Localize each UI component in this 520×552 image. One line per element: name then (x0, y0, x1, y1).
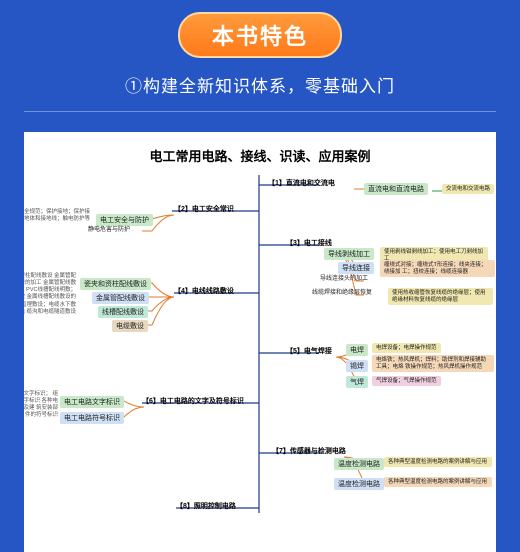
leaf-s3d1: 使用热收缩管恢复线缆的绝缘层；使用 绝缘材料恢复线缆的绝缘层 (388, 288, 493, 305)
node-s4d: 电缆敷设 (112, 320, 148, 332)
node-s6: 【6】电工电路的文字及符号标识 (142, 397, 244, 406)
node-s3a: 导线剥线加工 (324, 248, 374, 260)
node-s3c: 导线连接头的加工 (320, 276, 368, 284)
node-s3: 【3】电工接线 (286, 239, 332, 248)
mindmap-paper: 电工常用电路、接线、识读、应用案例 (24, 132, 496, 552)
subtitle: ①构建全新知识体系，零基础入门 (24, 66, 496, 112)
node-s5b: 锡焊 (346, 360, 368, 372)
node-s4b: 金属管配线敷设 (92, 292, 149, 304)
node-s5c: 气焊 (346, 376, 368, 388)
node-s3b: 导线连接 (338, 262, 374, 274)
node-s1b: 交流电和交流电路 (442, 184, 494, 194)
node-s7b: 温度检测电路 (334, 478, 384, 490)
node-s5a: 电焊 (346, 344, 368, 356)
node-s1a: 直流电和直流电路 (364, 183, 428, 195)
mindmap: 【1】直流电和交流电 直流电和直流电路 交流电和交流电路 【2】电工安全常识 电… (24, 173, 496, 533)
note-s4t: 瓷夹配线敷设；资柱配线敷设 金属管配线的选用；金属管的加工 金属管配线敷设的规范… (24, 273, 76, 316)
leaf-s5c1: 气焊设备；气焊操作规范 (372, 376, 441, 386)
node-s6a: 电工电路文字标识 (60, 396, 124, 408)
node-s8: 【8】照明控制电路 (176, 502, 236, 511)
node-s2b: 静电危害与防护 (88, 227, 130, 235)
leaf-s7a1: 各种典型温度检测电路的案例讲解与应用 (384, 457, 492, 467)
node-s5: 【5】电气焊接 (286, 347, 332, 356)
leaf-s5b1: 电烙铁；热风焊机；焊料；助焊剂和焊接辅助工具；电烙 铁操作规范；热风焊机操作规范 (372, 355, 494, 372)
node-s1: 【1】直流电和交流电 (268, 179, 335, 188)
node-s3d: 线缆焊接和绝缘层恢复 (312, 290, 372, 298)
leaf-s3b1: 缠绕式对接；缠绕式T形连接；线夹连接；绕接加 工；扭绞连接；线缆连接器 (380, 260, 495, 277)
node-s4c: 线槽配线敷设 (98, 306, 148, 318)
node-s4a: 瓷夹和资柱配线敷设 (80, 278, 151, 290)
node-s2a: 电工安全与防护 (96, 214, 153, 226)
node-s4: 【4】电线线路敷设 (174, 287, 234, 296)
node-s2: 【2】电工安全常识 (174, 205, 234, 214)
node-s7: 【7】传感器与检测电路 (272, 447, 346, 456)
leaf-s7b1: 各种典型温度检测电路的案例讲解与应用 (384, 477, 492, 487)
note-s6t: 基本文字标识；辅助文字标识； 组合文字标识；专用文字标识 各种电子元件、半导体器… (24, 391, 58, 420)
note-s2t: 常用电工安全规范；保护接地；保护接 零；接地体和接地线；触电防护等 (24, 209, 90, 223)
title-badge: 本书特色 (178, 12, 342, 58)
node-s6b: 电工电路符号标识 (60, 412, 124, 424)
leaf-s5a1: 电焊设备；电焊操作规范 (372, 343, 441, 353)
paper-title: 电工常用电路、接线、识读、应用案例 (24, 132, 496, 173)
node-s7a: 温度检测电路 (334, 458, 384, 470)
